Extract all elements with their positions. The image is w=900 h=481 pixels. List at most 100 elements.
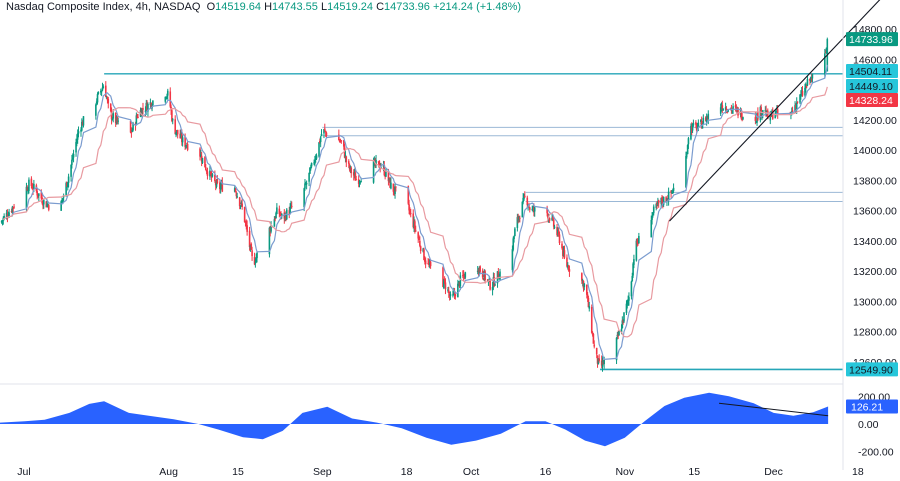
candle-body (104, 85, 107, 98)
candle-body (288, 210, 291, 215)
candle-body (181, 134, 183, 143)
candle-body (206, 171, 209, 176)
candle-body (428, 262, 431, 266)
candle-body (757, 112, 759, 120)
candle-body (662, 201, 664, 205)
candle-body (622, 319, 624, 323)
candle-body (492, 277, 495, 287)
candle-body (582, 280, 585, 289)
candle-body (618, 331, 620, 336)
candle-body (795, 102, 798, 110)
candle-body (706, 117, 709, 119)
candle-body (338, 134, 340, 141)
candle-body (349, 166, 352, 170)
candle-body (254, 262, 257, 264)
candle-body (36, 191, 38, 196)
candle-body (60, 201, 62, 211)
candle-body (800, 91, 803, 94)
candle-body (348, 164, 351, 170)
candle-body (76, 139, 78, 144)
candle-body (672, 187, 675, 191)
candle-body (615, 337, 618, 361)
candle-body (355, 179, 358, 181)
candle-body (248, 230, 251, 247)
candle-body (561, 243, 563, 249)
candle-body (385, 170, 387, 177)
candle-body (620, 328, 623, 333)
candle-body (635, 240, 638, 261)
candle-body (755, 121, 758, 123)
candle-body (655, 203, 658, 208)
candle-body (319, 140, 321, 143)
candle-body (343, 140, 345, 147)
candle-body (442, 267, 444, 287)
candle-body (284, 213, 286, 218)
candle-body (132, 123, 134, 131)
candle-body (255, 257, 258, 263)
candle-body (824, 52, 827, 54)
y-tick-label: 14600.00 (853, 54, 897, 66)
low-label: L (320, 1, 328, 13)
candle-body (518, 216, 520, 221)
candle-body (10, 210, 13, 212)
candle-body (600, 360, 603, 366)
candle-body (478, 267, 481, 274)
x-tick-label: 16 (540, 466, 552, 478)
candle-body (546, 207, 548, 214)
candle-body (166, 90, 169, 96)
resistance-tag: 14504.11 (849, 66, 892, 78)
candle-body (100, 90, 102, 93)
candle-body (443, 278, 446, 282)
candle-body (234, 188, 237, 192)
price-tags: 14733.96 14504.11 14449.10 14328.24 12549.90… (846, 32, 898, 414)
candle-body (566, 265, 569, 268)
candle-body (200, 154, 202, 157)
candle-body (585, 284, 588, 295)
candle-body (412, 213, 415, 228)
candles (0, 37, 829, 372)
candle-body (105, 97, 108, 99)
candle-body (810, 78, 813, 80)
candle-body (129, 120, 132, 133)
y-tick-label: 12800.00 (853, 327, 897, 339)
candle-body (114, 112, 117, 124)
candle-body (593, 344, 596, 347)
slow-ma-tag: 14328.24 (849, 95, 893, 107)
candle-body (313, 162, 315, 164)
candle-body (547, 213, 549, 219)
candle-body (38, 193, 40, 197)
candle-body (171, 110, 173, 121)
candle-body (28, 179, 30, 191)
osc-tick-label: -200.00 (858, 447, 894, 459)
candle-body (477, 269, 480, 273)
candle-body (214, 174, 216, 182)
candle-body (240, 202, 243, 205)
candle-body (253, 256, 256, 265)
fast-ma-line (2, 64, 828, 361)
candle-body (598, 358, 600, 361)
candle-body (256, 252, 258, 259)
candle-body (727, 109, 729, 112)
candle-body (186, 144, 189, 150)
candle-body (499, 271, 501, 280)
candle-body (97, 91, 100, 94)
candle-body (5, 212, 8, 218)
y-tick-label: 13400.00 (853, 236, 897, 248)
candle-body (671, 191, 673, 193)
candle-body (319, 137, 322, 142)
candle-body (75, 142, 77, 153)
candle-body (42, 204, 44, 206)
candle-body (531, 208, 534, 210)
candle-body (701, 124, 704, 129)
candle-body (117, 120, 119, 122)
candle-body (338, 140, 341, 142)
candle-body (660, 197, 662, 204)
y-tick-label: 13600.00 (853, 206, 897, 218)
osc-tick-label: 0.00 (858, 419, 879, 431)
candle-body (409, 212, 412, 214)
candle-body (759, 107, 762, 121)
candle-body (491, 286, 494, 291)
candle-body (484, 271, 486, 281)
